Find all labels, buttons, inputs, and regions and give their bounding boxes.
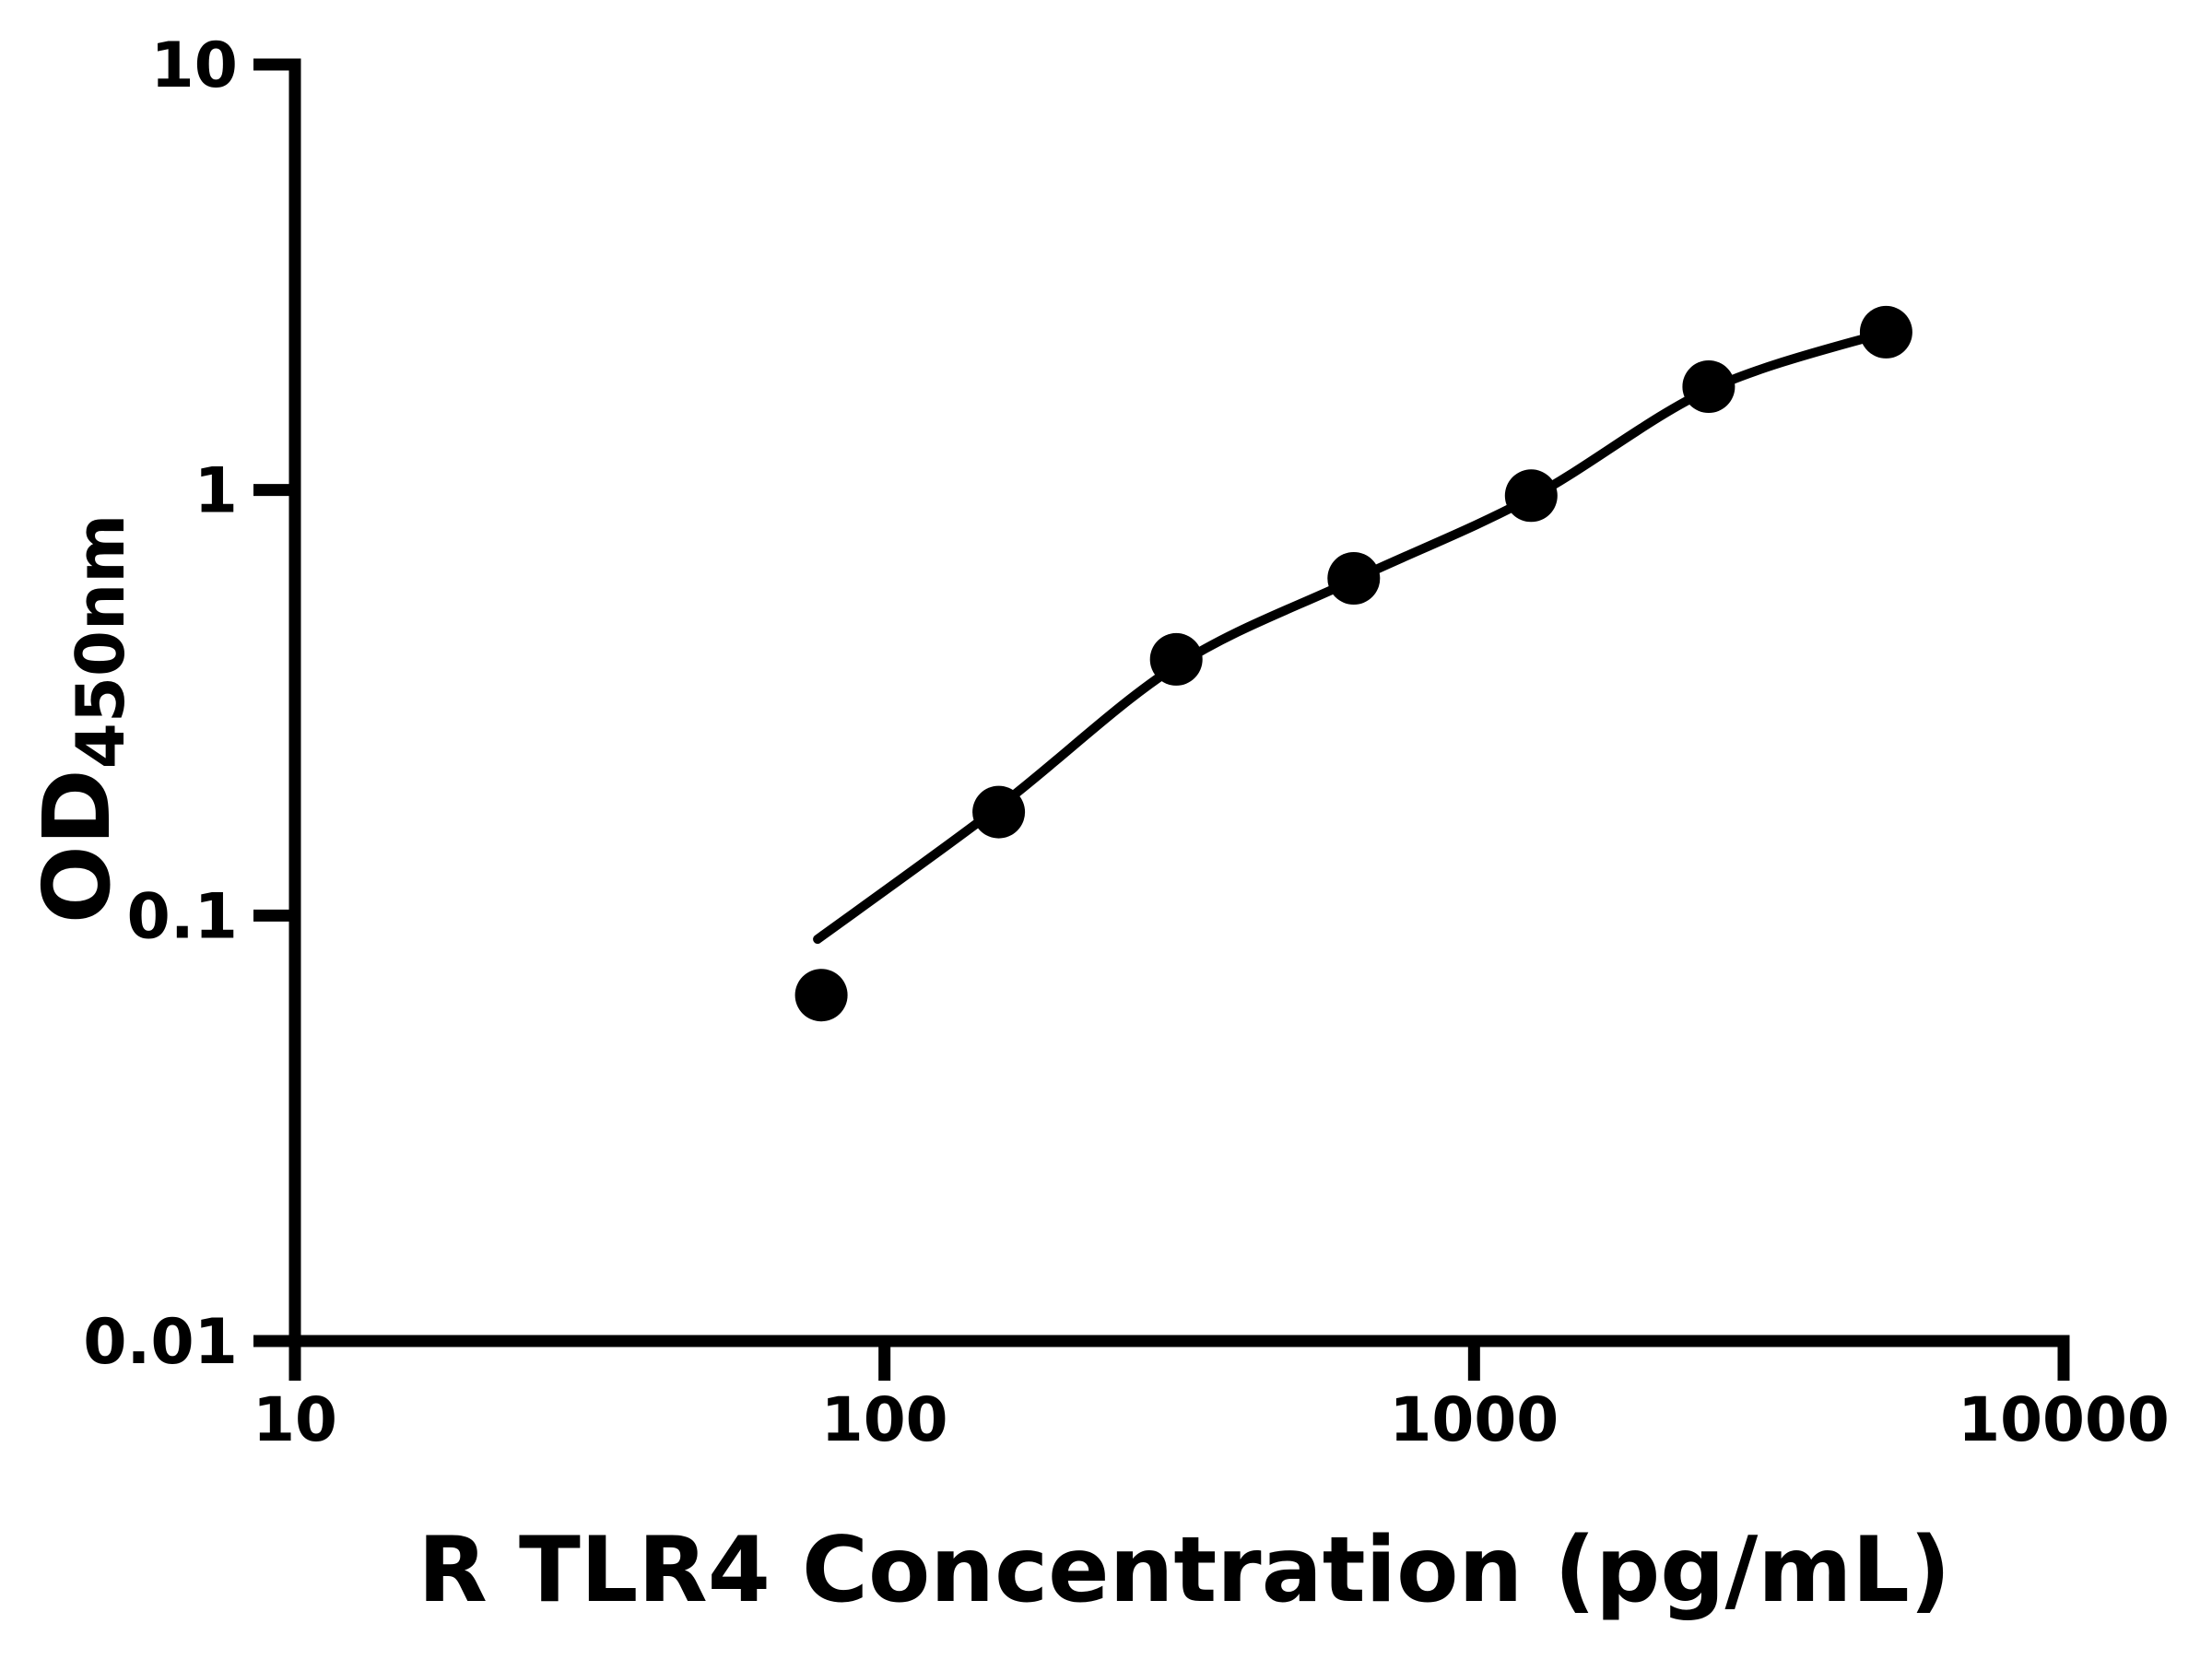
- data-point: [1859, 305, 1912, 359]
- x-tick-label: 1000: [1389, 1384, 1559, 1455]
- x-axis-tick-labels: 10 100 1000 10000: [253, 1384, 2170, 1455]
- fit-curve-layer: [813, 327, 1891, 944]
- data-points-layer: [794, 305, 1912, 1022]
- x-tick-label: 100: [821, 1384, 948, 1455]
- y-axis-tick-labels: 10 1 0.1 0.01: [83, 29, 238, 1379]
- y-axis-title: OD450nm: [23, 514, 139, 924]
- data-point: [1327, 552, 1381, 605]
- data-point: [972, 785, 1026, 839]
- data-point: [1504, 469, 1558, 523]
- fit-curve: [813, 327, 1891, 944]
- y-axis-title-main: OD: [23, 769, 131, 924]
- y-axis-ticks: [253, 58, 295, 1347]
- data-point: [1149, 632, 1203, 686]
- x-axis-title: R TLR4 Concentration (pg/mL): [418, 1518, 1950, 1623]
- x-tick-label: 10000: [1958, 1384, 2170, 1455]
- y-tick-label: 0.1: [127, 880, 238, 953]
- y-tick-label: 1: [194, 455, 238, 528]
- x-axis-ticks: [288, 1341, 2070, 1381]
- y-tick-label: 10: [150, 29, 238, 102]
- x-tick-label: 10: [253, 1384, 337, 1455]
- data-point: [1682, 360, 1735, 413]
- y-tick-label: 0.01: [83, 1306, 238, 1379]
- y-axis-title-subscript: 450nm: [62, 514, 139, 770]
- data-point: [794, 969, 848, 1022]
